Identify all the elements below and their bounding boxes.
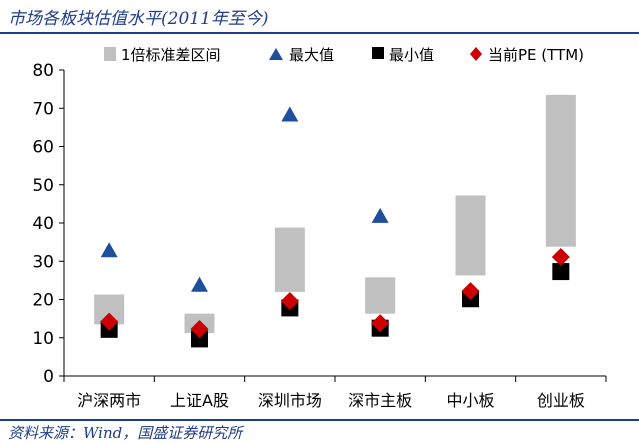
y-tick-label: 50 xyxy=(32,176,54,196)
legend-label-current: 当前PE (TTM) xyxy=(488,46,584,64)
max-markers xyxy=(100,106,389,292)
y-tick-label: 40 xyxy=(32,214,54,234)
x-category-label: 沪深两市 xyxy=(77,391,141,410)
legend-swatch-min xyxy=(372,47,384,59)
legend-swatch-current xyxy=(470,47,482,61)
y-tick-label: 0 xyxy=(43,367,54,387)
title-rule xyxy=(0,32,639,34)
y-tick-label: 70 xyxy=(32,99,54,119)
legend-label-min: 最小值 xyxy=(389,46,434,64)
y-tick-label: 60 xyxy=(32,138,54,158)
x-axis: 沪深两市 上证A股 深圳市场 深市主板 中小板 创业板 xyxy=(63,375,607,410)
legend: 1倍标准差区间 最大值 最小值 当前PE (TTM) xyxy=(104,46,584,64)
current-pe-marker xyxy=(280,292,299,311)
current-pe-marker xyxy=(551,248,570,267)
current-pe-marker xyxy=(100,312,119,331)
current-pe-markers xyxy=(100,248,570,338)
std-range-bar xyxy=(274,227,305,292)
std-range-bar xyxy=(365,277,396,314)
legend-swatch-band xyxy=(104,47,116,61)
max-marker xyxy=(191,276,208,292)
std-range-bar xyxy=(455,195,486,276)
max-marker xyxy=(371,207,389,223)
current-pe-marker xyxy=(461,282,480,301)
x-category-label: 深圳市场 xyxy=(258,391,322,410)
max-marker xyxy=(100,242,118,258)
y-tick-label: 20 xyxy=(32,291,54,311)
x-category-label: 上证A股 xyxy=(170,391,229,410)
std-range-bands xyxy=(94,94,576,334)
source-rule xyxy=(0,419,639,421)
min-marker xyxy=(552,263,570,281)
legend-label-band: 1倍标准差区间 xyxy=(121,46,221,64)
current-pe-marker xyxy=(371,314,390,333)
chart-title: 市场各板块估值水平(2011年至今) xyxy=(8,9,269,29)
std-range-bar xyxy=(545,94,576,247)
pe-range-chart: 1倍标准差区间 最大值 最小值 当前PE (TTM) 0 10 20 30 40 50 60… xyxy=(32,46,607,410)
source-note: 资料来源：Wind，国盛证券研究所 xyxy=(8,424,243,442)
legend-label-max: 最大值 xyxy=(289,46,334,64)
x-category-label: 深市主板 xyxy=(348,391,412,410)
min-markers xyxy=(100,263,570,348)
max-marker xyxy=(281,106,299,122)
min-marker xyxy=(191,330,208,348)
x-category-label: 创业板 xyxy=(537,391,585,410)
y-axis: 0 10 20 30 40 50 60 70 80 xyxy=(32,61,65,387)
x-category-label: 中小板 xyxy=(446,391,494,410)
legend-swatch-max xyxy=(269,48,283,60)
y-tick-label: 80 xyxy=(32,61,54,81)
y-tick-label: 10 xyxy=(32,329,54,349)
current-pe-marker xyxy=(190,319,209,338)
y-tick-label: 30 xyxy=(32,252,54,272)
